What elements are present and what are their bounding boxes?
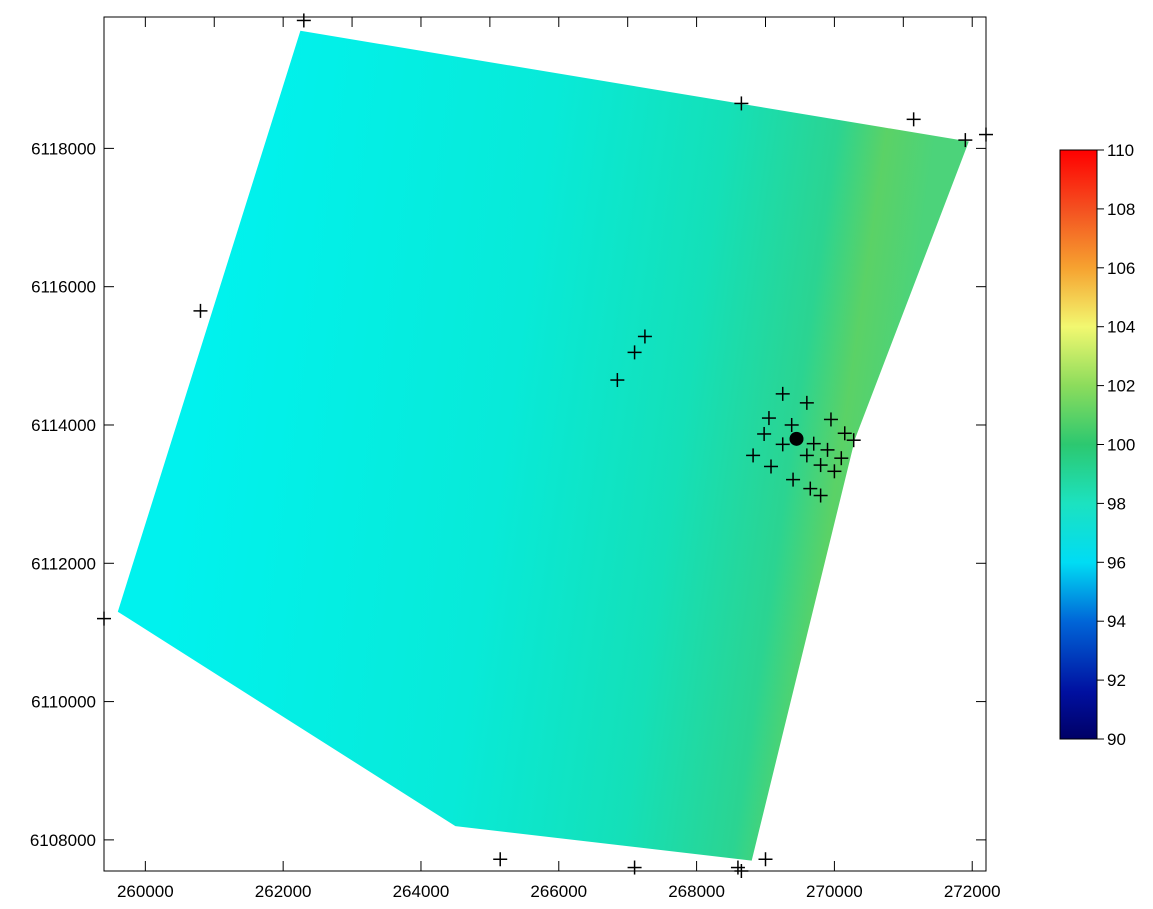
sample-marker	[906, 112, 921, 127]
sample-marker	[775, 437, 790, 452]
y-axis: 6108000 6110000 6112000 6114000 6116000 61180…	[30, 139, 986, 850]
sample-marker	[734, 864, 749, 878]
sample-marker	[820, 442, 835, 457]
colorbar-tick-label: 96	[1107, 553, 1126, 572]
sample-marker	[757, 426, 772, 441]
sample-marker	[979, 127, 993, 142]
y-tick-label: 6108000	[30, 831, 96, 850]
sample-marker	[837, 426, 852, 441]
x-tick-label: 260000	[117, 882, 174, 901]
x-axis: 260000 262000 264000 266000 268000 270000 2720…	[117, 17, 1001, 901]
interpolated-field	[117, 30, 969, 861]
sample-marker	[493, 852, 508, 867]
plot-frame	[103, 16, 987, 872]
sample-marker	[775, 386, 790, 401]
y-tick-label: 6116000	[31, 278, 96, 297]
sample-marker	[813, 458, 828, 473]
sample-marker	[761, 411, 776, 426]
sample-marker	[627, 345, 642, 360]
field-region	[117, 30, 969, 861]
sample-marker	[734, 96, 749, 111]
x-tick-label: 270000	[806, 882, 863, 901]
y-tick-label: 6114000	[31, 416, 96, 435]
sample-marker	[758, 852, 773, 867]
sample-marker	[799, 448, 814, 463]
sample-points	[97, 13, 993, 878]
sample-marker	[296, 13, 311, 28]
colorbar-tick-label: 102	[1107, 377, 1135, 396]
y-tick-label: 6110000	[31, 693, 96, 712]
sample-marker	[637, 329, 652, 344]
colorbar-tick-label: 90	[1107, 730, 1126, 749]
colorbar-tick-label: 106	[1107, 259, 1135, 278]
sample-marker	[786, 472, 801, 487]
sample-marker	[846, 433, 861, 448]
colorbar-tick-label: 92	[1107, 671, 1126, 690]
sample-marker	[97, 611, 111, 626]
sample-marker	[823, 412, 838, 427]
center-point	[789, 431, 804, 446]
sample-marker	[193, 303, 208, 318]
sample-marker	[799, 395, 814, 410]
colorbar-tick-label: 100	[1107, 436, 1135, 455]
sample-marker	[958, 133, 973, 148]
colorbar-tick-label: 104	[1107, 318, 1135, 337]
sample-marker	[813, 488, 828, 503]
sample-marker	[803, 481, 818, 496]
colorbar-tick-label: 94	[1107, 612, 1126, 631]
colorbar-tick-label: 110	[1107, 141, 1134, 160]
colorbar-ticks: 90 92 94 96 98 100 102 104 106 108 110	[1097, 141, 1135, 749]
sample-marker	[827, 464, 842, 479]
x-tick-label: 266000	[530, 882, 587, 901]
sample-marker	[746, 448, 761, 463]
sample-marker	[806, 436, 821, 451]
y-tick-label: 6112000	[31, 554, 96, 573]
sample-marker	[784, 417, 799, 432]
colorbar	[1059, 149, 1098, 740]
x-tick-label: 262000	[255, 882, 312, 901]
x-tick-label: 272000	[944, 882, 1001, 901]
x-tick-label: 268000	[668, 882, 725, 901]
colorbar-tick-label: 108	[1107, 200, 1135, 219]
sample-marker	[610, 373, 625, 388]
x-tick-label: 264000	[393, 882, 450, 901]
sample-marker	[730, 860, 745, 875]
sample-marker	[834, 451, 849, 466]
y-tick-label: 6118000	[31, 139, 96, 158]
sample-marker	[627, 860, 642, 875]
colorbar-tick-label: 98	[1107, 494, 1126, 513]
sample-marker	[764, 459, 779, 474]
